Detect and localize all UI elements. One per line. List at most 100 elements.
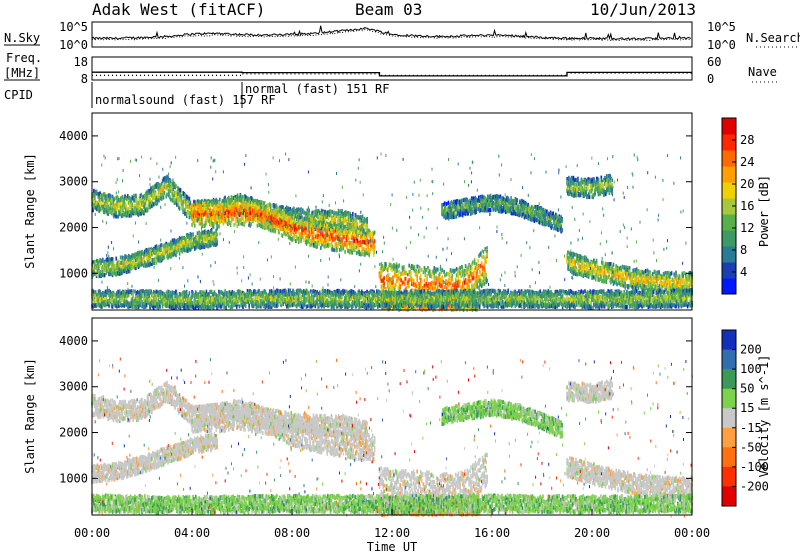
rti-cell [314,234,317,239]
rti-cell [211,240,214,245]
rti-cell [193,210,195,215]
rti-cell [258,217,260,222]
rti-cell [110,267,113,272]
rti-cell [292,229,294,234]
rti-cell [308,237,311,241]
rti-cell [281,233,284,238]
rti-cell [262,221,265,226]
rti-cell [170,185,173,190]
rti-cell [192,203,194,208]
rti-cell [194,214,197,218]
rti-cell [289,236,292,241]
rti-cell [97,207,100,212]
rti-cell [357,247,360,252]
rti-cell [307,237,310,242]
rti-cell [199,237,201,242]
rti-cell [238,209,241,214]
rti-cell [197,213,200,218]
rti-cell [123,212,125,217]
rti-cell [169,246,172,251]
rti-cell [392,264,394,269]
rti-cell [281,227,284,231]
rti-cell [398,276,401,281]
rti-cell [169,247,171,252]
rti-cell [333,229,336,234]
rti-cell [332,223,335,228]
rti-cell [230,195,233,200]
rti-cell [293,224,295,229]
rti-cell [148,252,150,257]
rti-cell [105,209,108,214]
rti-cell [244,206,246,211]
rti-cell [159,247,161,252]
rti-cell [262,207,264,212]
rti-cell [173,185,175,189]
rti-cell [95,264,98,269]
freq-line [92,71,692,77]
rti-cell [279,219,281,224]
rti-cell [295,230,297,235]
rti-cell [300,237,302,242]
rti-cell [391,283,393,288]
rti-cell [262,216,265,221]
rti-cell [290,232,293,236]
rti-cell [248,210,250,215]
rti-cell [131,265,134,270]
rti-cell [135,258,138,263]
rti-cell [209,239,211,244]
freq-label-line2: [MHz] [4,66,40,80]
rti-cell [216,223,218,227]
rti-cell [344,217,346,221]
rti-cell [180,201,183,206]
noise-right-label: N.Search [746,31,800,45]
rti-cell [188,203,191,208]
rti-cell [312,210,315,215]
rti-cell [177,201,180,206]
rti-cell [150,190,152,194]
rti-cell [162,248,165,253]
rti-cell [219,216,221,221]
rti-cell [101,197,103,202]
rti-cell [253,199,255,204]
rti-cell [199,200,201,205]
rti-cell [112,267,115,272]
rti-cell [235,194,238,199]
rti-cell [274,208,277,213]
rti-cell [136,256,139,261]
rti-cell [103,262,106,267]
rti-cell [275,218,277,223]
rti-cell [188,215,191,220]
rti-cell [411,280,414,285]
rti-cell [181,205,184,210]
rti-cell [267,207,269,212]
rti-cell [347,240,350,245]
rti-cell [411,288,413,293]
rti-cell [230,216,233,221]
rti-cell [219,214,222,219]
rti-cell [136,202,139,207]
rti-cell [423,283,426,288]
rti-cell [139,193,142,198]
rti-cell [110,194,112,199]
rti-cell [216,226,218,231]
rti-cell [266,203,268,208]
rti-cell [198,208,201,213]
rti-cell [189,202,192,206]
rti-cell [140,211,142,216]
rti-cell [298,212,300,217]
rti-cell [290,223,292,228]
rti-cell [133,206,135,211]
rti-cell [177,247,180,252]
rti-cell [312,221,314,226]
rti-cell [208,202,210,207]
rti-cell [369,234,371,239]
rti-cell [164,243,167,248]
rti-cell [234,203,236,208]
rti-cell [291,237,294,242]
rti-cell [389,280,392,285]
rti-cell [252,216,254,221]
rti-cell [209,243,211,248]
rti-cell [143,194,145,199]
rti-cell [311,213,314,218]
rti-cell [244,194,246,199]
